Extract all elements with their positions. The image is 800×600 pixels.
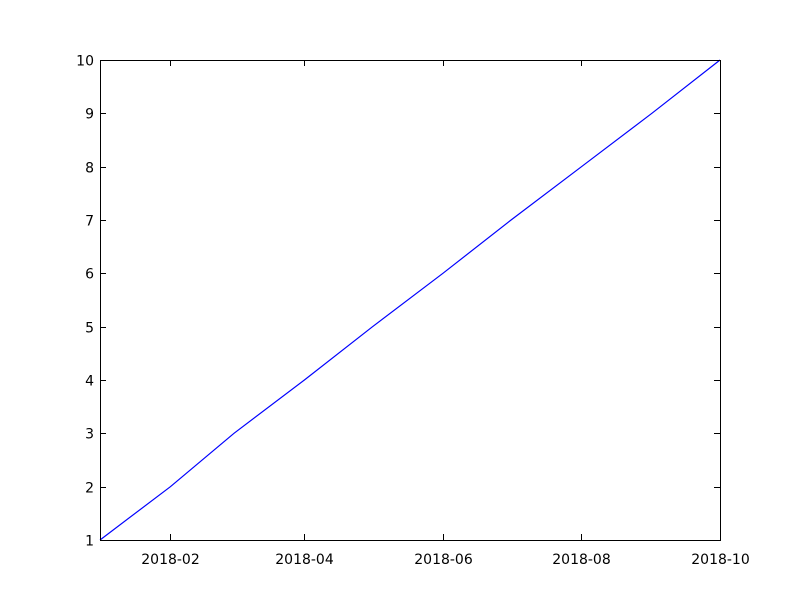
series-line [99, 59, 721, 541]
x-tick-label: 2018-08 [552, 552, 611, 568]
x-axis: 2018-02 2018-04 2018-06 2018-08 2018-10 [141, 60, 750, 568]
y-axis: 1 2 3 4 5 6 7 8 9 10 [76, 54, 720, 550]
y-tick-label: 7 [85, 214, 94, 230]
series-layer [99, 59, 721, 541]
y-tick-label: 9 [85, 107, 94, 123]
x-tick-label: 2018-02 [141, 552, 200, 568]
y-tick-label: 6 [85, 267, 94, 283]
y-tick-label: 3 [85, 427, 94, 443]
y-tick-label: 10 [76, 54, 94, 70]
y-tick-label: 1 [85, 534, 94, 550]
y-tick-label: 8 [85, 161, 94, 177]
x-tick-label: 2018-06 [414, 552, 473, 568]
y-tick-label: 5 [85, 321, 94, 337]
x-tick-label: 2018-10 [691, 552, 750, 568]
x-tick-label: 2018-04 [275, 552, 334, 568]
axes-frame [100, 60, 721, 541]
y-tick-label: 4 [85, 374, 94, 390]
y-tick-label: 2 [85, 481, 94, 497]
